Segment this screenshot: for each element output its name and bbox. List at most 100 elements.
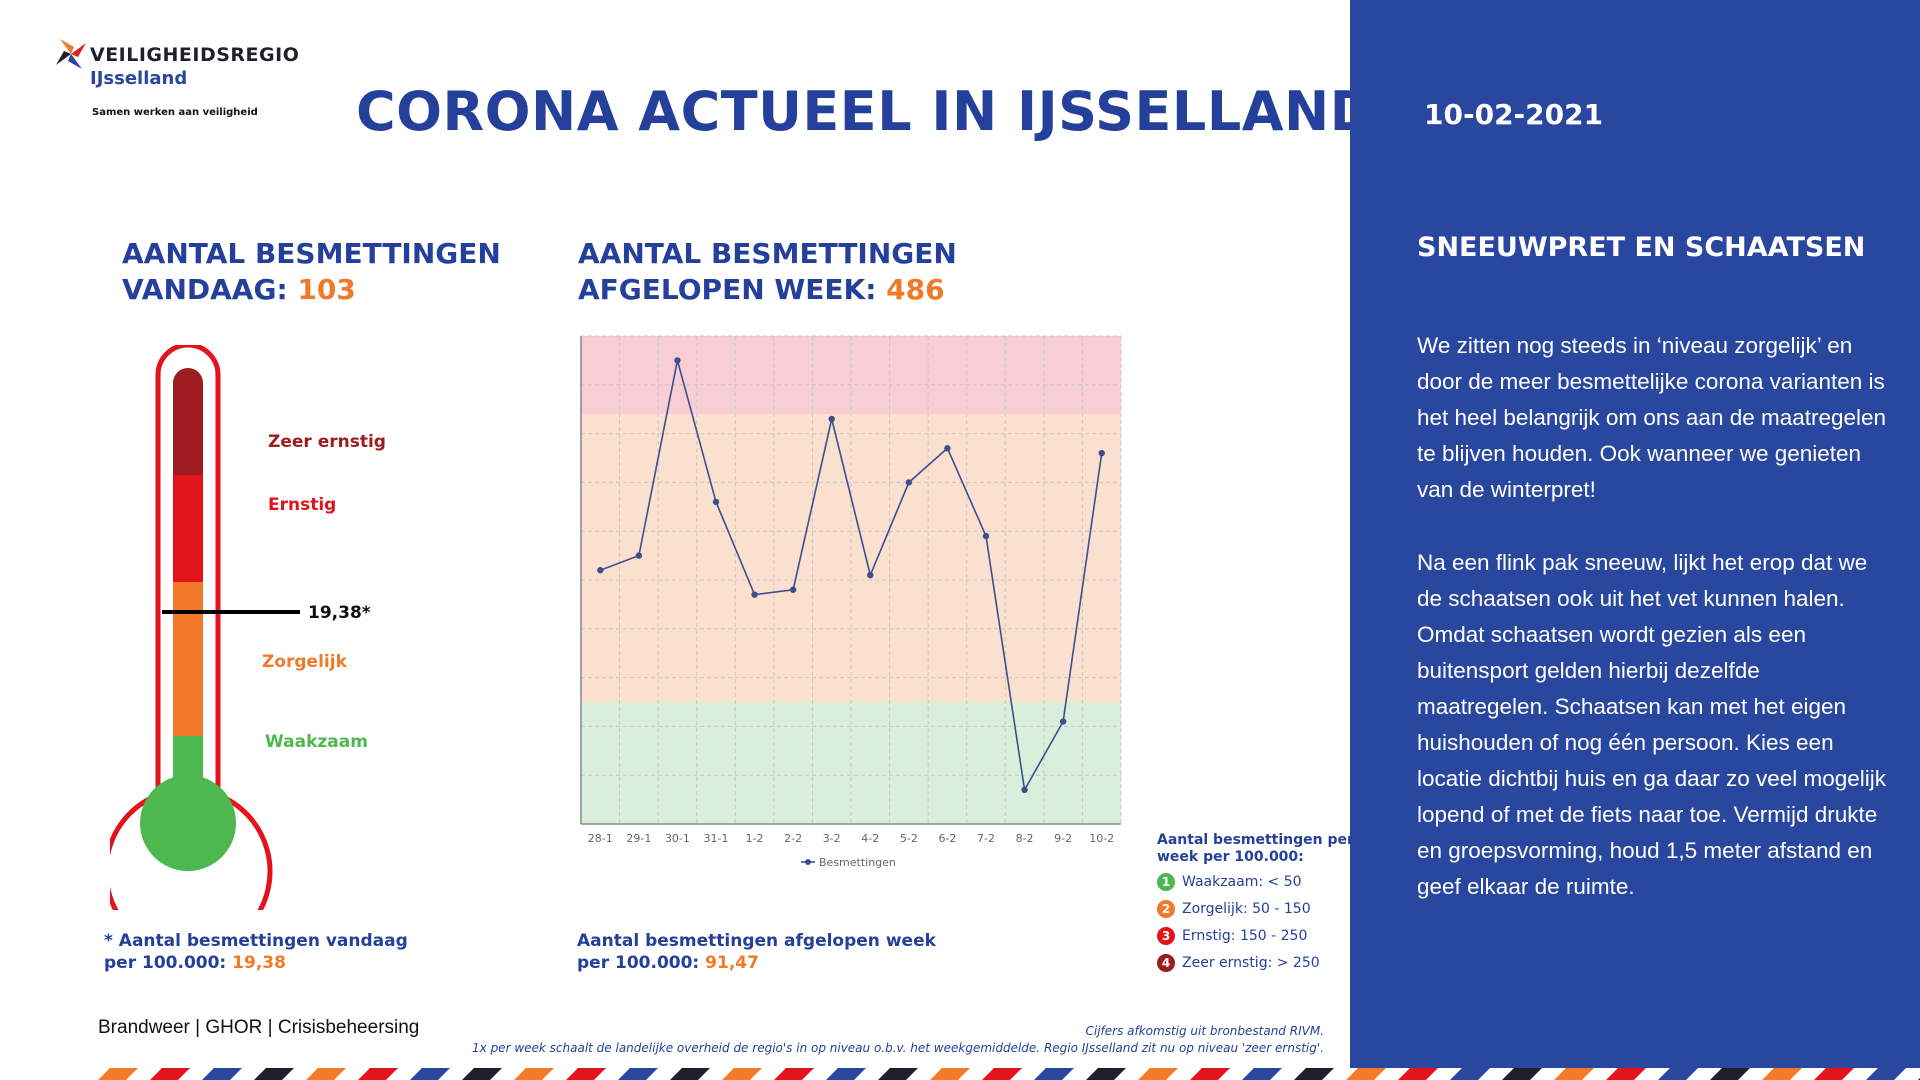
thermometer-level-ernstig [173,475,203,582]
week-per100k-note: Aantal besmettingen afgelopen week per 1… [577,930,936,974]
stripe-segment [1866,1068,1906,1080]
legend-item-text: Zeer ernstig: > 250 [1182,955,1320,971]
chart-tick-label: 7-2 [977,832,995,845]
stripe-segment [878,1068,918,1080]
footer-org: Brandweer | GHOR | Crisisbeheersing [98,1017,420,1038]
stripe-segment [1450,1068,1490,1080]
week-per100k-value: 91,47 [705,953,759,973]
stripe-segment [670,1068,710,1080]
stripe-segment [826,1068,866,1080]
stripe-segment [1294,1068,1334,1080]
chart-tick-label: 31-1 [704,832,729,845]
stripe-segment [1086,1068,1126,1080]
stripe-segment [514,1068,554,1080]
week-per100k-line2: per 100.000: 91,47 [577,952,936,974]
legend-number-badge: 2 [1157,900,1175,918]
stripe-segment [1554,1068,1594,1080]
side-date: 10-02-2021 [1424,98,1604,131]
chart-tick-label: 30-1 [665,832,690,845]
chart-point [982,532,990,540]
legend-item-text: Waakzaam: < 50 [1182,874,1302,890]
stripe-segment [982,1068,1022,1080]
chart-point [867,571,874,579]
stripe-segment [1710,1068,1750,1080]
thermometer-marker-label: 19,38* [308,603,371,623]
chart-point [712,498,720,506]
thermometer-level-zorgelijk [173,582,203,736]
stripe-segment [1034,1068,1074,1080]
chart-point [828,415,835,423]
stripe-segment [1658,1068,1698,1080]
level-label-ernstig: Ernstig [268,495,337,515]
chart-tick-label: 29-1 [626,832,651,845]
legend-item-zorgelijk: 2 Zorgelijk: 50 - 150 [1157,900,1311,918]
chart-point [905,479,913,486]
legend-item-waakzaam: 1 Waakzaam: < 50 [1157,873,1302,891]
chart-tick-label: 4-2 [861,832,879,845]
stripe-segment [566,1068,606,1080]
legend-item-ernstig: 3 Ernstig: 150 - 250 [1157,927,1307,945]
stripe-segment [98,1068,138,1080]
stripe-segment [1814,1068,1854,1080]
today-per100k-line2: per 100.000: 19,38 [104,952,408,974]
chart-legend-marker [805,859,811,865]
today-per100k-note: * Aantal besmettingen vandaag per 100.00… [104,930,408,974]
stripe-segment [410,1068,450,1080]
today-title-line2: VANDAAG: 103 [122,272,501,308]
chart-legend-label: Besmettingen [819,856,896,869]
side-paragraph-1: We zitten nog steeds in ‘niveau zorgelij… [1417,333,1887,502]
stripe-segment [774,1068,814,1080]
chart-tick-label: 6-2 [938,832,956,845]
week-title: AANTAL BESMETTINGEN AFGELOPEN WEEK: 486 [578,236,957,308]
legend-number-badge: 3 [1157,927,1175,945]
level-label-zorgelijk: Zorgelijk [262,652,347,672]
legend-number-badge: 1 [1157,873,1175,891]
week-title-line1: AANTAL BESMETTINGEN [578,237,957,270]
page-title: CORONA ACTUEEL IN IJSSELLAND [356,80,1376,143]
chart-series-line [600,360,1103,793]
level-label-zeer-ernstig: Zeer ernstig [268,432,386,452]
stripe-segment [150,1068,190,1080]
stripe-segment [1762,1068,1802,1080]
legend-item-text: Ernstig: 150 - 250 [1182,928,1308,944]
stripe-segment [306,1068,346,1080]
stripe-segment [202,1068,242,1080]
today-per100k-line1: * Aantal besmettingen vandaag [104,931,408,951]
week-line-chart: 28-1 29-1 30-1 31-1 1-2 2-2 3-2 4-2 5-2 6-2 7-2 8-2… [580,335,1122,869]
chart-point [944,445,951,452]
stripe-segment [254,1068,294,1080]
footer-source-line1: Cijfers afkomstig uit bronbestand RIVM. [1085,1024,1325,1038]
thermometer-bulb [140,775,236,871]
chart-tick-label: 5-2 [900,832,918,845]
chart-point [674,357,681,364]
stripe-segment [1190,1068,1230,1080]
chart-tick-label: 2-2 [784,832,802,845]
today-title: AANTAL BESMETTINGEN VANDAAG: 103 [122,236,501,308]
stripe-segment [1398,1068,1438,1080]
chart-point [1098,449,1105,457]
chart-tick-label: 8-2 [1016,832,1034,845]
chart-tick-label: 10-2 [1089,832,1114,845]
chart-tick-label: 28-1 [588,832,613,845]
stripe-segment [618,1068,658,1080]
week-per100k-prefix: per 100.000: [577,953,700,973]
stripe-segment [930,1068,970,1080]
stripe-segment [1242,1068,1282,1080]
logo-star-icon [56,39,86,69]
stripe-segment [1606,1068,1646,1080]
legend-item-text: Zorgelijk: 50 - 150 [1182,901,1311,917]
decorative-stripes [98,1068,1920,1080]
level-label-waakzaam: Waakzaam [265,732,368,752]
footer-source-line2: 1x per week schaalt de landelijke overhe… [472,1041,1324,1055]
legend-item-zeer-ernstig: 4 Zeer ernstig: > 250 [1157,954,1320,972]
stripe-segment [358,1068,398,1080]
week-title-line2: AFGELOPEN WEEK: 486 [578,272,957,308]
legend-title-line2: week per 100.000: [1157,849,1304,865]
brand-name: VEILIGHEIDSREGIO [90,44,300,66]
side-panel [1350,0,1920,1068]
chart-tick-label: 3-2 [823,832,841,845]
side-paragraph-2: Na een flink pak sneeuw, lijkt het erop … [1417,550,1887,899]
brand-region: IJsselland [90,68,188,89]
today-per100k-prefix: per 100.000: [104,953,227,973]
stripe-segment [1502,1068,1542,1080]
